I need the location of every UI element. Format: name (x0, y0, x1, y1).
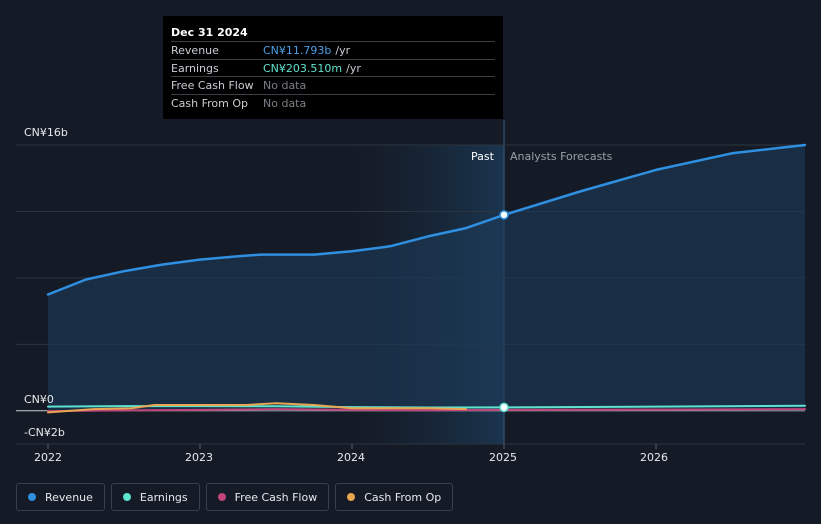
x-tick-label: 2024 (337, 451, 365, 464)
tooltip-row-earnings: Earnings CN¥203.510m /yr (171, 58, 495, 77)
forecast-label: Analysts Forecasts (510, 150, 613, 163)
free-cash-flow-dot-icon (217, 493, 226, 501)
legend: Revenue Earnings Free Cash Flow Cash Fro… (16, 483, 454, 511)
legend-label: Revenue (45, 490, 93, 504)
legend-item-earnings[interactable]: Earnings (110, 483, 200, 511)
tooltip-value: CN¥203.510m (263, 61, 343, 75)
x-tick-label: 2025 (489, 451, 517, 464)
tooltip-value: No data (263, 79, 307, 92)
tooltip-row-cfo: Cash From Op No data (171, 93, 495, 112)
legend-label: Cash From Op (364, 490, 442, 504)
revenue-dot-icon (28, 493, 36, 501)
earnings-marker (499, 402, 509, 413)
tooltip-value: No data (263, 96, 307, 110)
y-tick-label: -CN¥2b (24, 426, 65, 439)
revenue-area (48, 145, 805, 411)
series-line-revenue-forecast (502, 143, 807, 217)
tooltip-label: Revenue (171, 44, 219, 57)
revenue-marker (499, 210, 509, 220)
tooltip-unit: /yr (346, 61, 361, 75)
cash-from-op-dot-icon (347, 493, 356, 501)
legend-item-free-cash-flow[interactable]: Free Cash Flow (205, 483, 330, 511)
series-line-cash-from-op (47, 402, 467, 414)
tooltip-unit: /yr (335, 44, 351, 57)
tooltip-label: Cash From Op (171, 96, 249, 110)
x-tick-label: 2023 (185, 451, 213, 464)
series-line-free-cash-flow (47, 408, 806, 413)
legend-item-cash-from-op[interactable]: Cash From Op (335, 483, 454, 511)
series-line-revenue (46, 213, 506, 296)
tooltip-label: Free Cash Flow (171, 79, 254, 92)
x-tick-label: 2022 (34, 451, 62, 464)
y-tick-label: CN¥16b (24, 126, 68, 139)
earnings-dot-icon (122, 493, 131, 501)
y-tick-label: CN¥0 (24, 393, 54, 406)
tooltip-date: Dec 31 2024 (171, 26, 248, 39)
legend-item-revenue[interactable]: Revenue (16, 483, 105, 511)
past-label: Past (471, 150, 494, 163)
tooltip-row-revenue: Revenue CN¥11.793b /yr (171, 41, 495, 59)
x-tick-label: 2026 (640, 451, 668, 464)
data-tooltip: Dec 31 2024 Revenue CN¥11.793b /yr Earni… (163, 16, 503, 119)
legend-label: Earnings (139, 490, 188, 504)
legend-label: Free Cash Flow (234, 490, 318, 504)
tooltip-label: Earnings (171, 61, 219, 75)
tooltip-row-fcf: Free Cash Flow No data (171, 76, 495, 94)
tooltip-value: CN¥11.793b (263, 44, 332, 57)
